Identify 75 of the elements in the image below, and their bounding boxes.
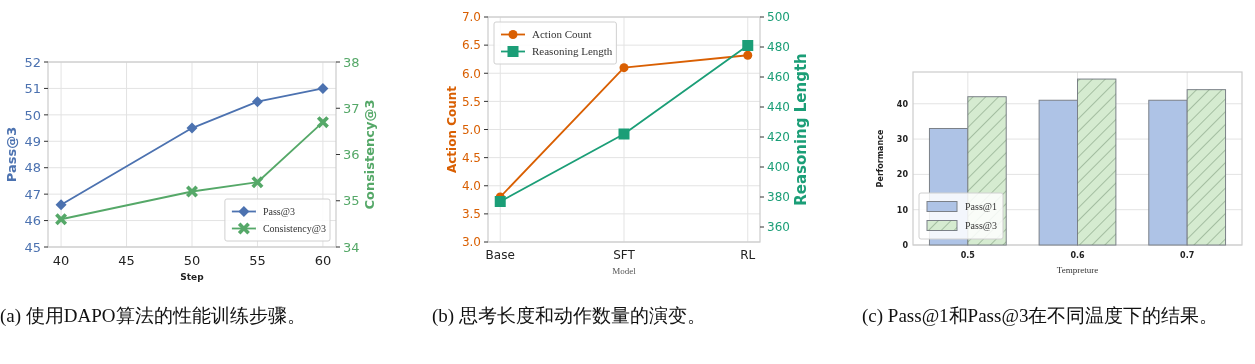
y-tick-label: 47 <box>24 186 41 202</box>
y-tick-label: 30 <box>896 134 909 144</box>
text: (b) 思考长度和动作数量的演变。 <box>432 304 707 328</box>
point <box>743 50 753 60</box>
y-axis-title: Action Count <box>445 85 459 174</box>
x-tick-label: SFT <box>613 248 636 262</box>
point <box>316 116 329 129</box>
y2-tick-label: 35 <box>343 193 360 209</box>
text: (a) 使用DAPO算法的性能训练步骤。 <box>0 304 307 328</box>
y-tick-label: 51 <box>24 81 41 97</box>
y2-tick-label: 360 <box>767 220 790 235</box>
legend-label: Pass@1 <box>965 201 997 212</box>
x-tick-label: Base <box>485 248 515 262</box>
y2-tick-label: 400 <box>767 160 790 175</box>
y2-axis-title: Reasoning Length <box>792 53 810 206</box>
y-tick-label: 20 <box>896 170 909 180</box>
x-tick-label: 55 <box>249 253 266 268</box>
point <box>186 185 198 198</box>
y2-axis-title: Consistency@3 <box>362 99 377 210</box>
point <box>251 176 264 189</box>
legend-label: Pass@3 <box>262 206 295 217</box>
y-axis-title: Pass@3 <box>4 126 19 183</box>
y-tick-label: 6.5 <box>461 38 481 53</box>
x-tick-label: 50 <box>183 253 201 268</box>
y-tick-label: 52 <box>24 54 41 70</box>
y2-tick-label: 420 <box>767 130 790 145</box>
x-tick-label: RL <box>740 248 756 262</box>
y-tick-label: 5.5 <box>461 94 481 109</box>
y-tick-label: 3.5 <box>461 207 481 222</box>
y2-tick-label: 38 <box>343 54 360 70</box>
x-tick-label: 60 <box>314 253 332 268</box>
legend-label: Reasoning Length <box>532 45 613 58</box>
y-tick-label: 0 <box>902 240 909 250</box>
y2-tick-label: 380 <box>767 190 790 205</box>
y-axis-title: Performance <box>876 129 885 188</box>
point <box>55 213 68 226</box>
y-tick-label: 50 <box>24 107 41 123</box>
y-tick-label: 48 <box>24 160 41 176</box>
y2-tick-label: 34 <box>343 239 360 255</box>
x-tick-label: 40 <box>52 253 70 268</box>
point <box>742 40 754 51</box>
y-tick-label: 7.0 <box>461 10 481 25</box>
y2-tick-label: 37 <box>343 100 360 116</box>
y-tick-label: 40 <box>896 99 909 109</box>
y2-tick-label: 36 <box>343 147 360 163</box>
x-axis-title: Tempreture <box>1056 265 1099 275</box>
y2-tick-label: 480 <box>767 40 790 55</box>
y-tick-label: 10 <box>896 205 909 215</box>
point <box>317 82 329 94</box>
y2-tick-label: 460 <box>767 70 790 85</box>
point <box>55 199 67 211</box>
y-tick-label: 49 <box>24 133 41 149</box>
y-tick-label: 4.0 <box>461 179 481 194</box>
legend-label: Pass@3 <box>965 220 997 231</box>
legend-label: Consistency@3 <box>262 223 326 234</box>
x-axis-title: Model <box>612 266 637 276</box>
y2-tick-label: 440 <box>767 100 790 115</box>
y2-tick-label: 500 <box>767 10 790 25</box>
point <box>251 96 263 108</box>
point <box>186 122 198 134</box>
legend-label: Action Count <box>532 28 592 41</box>
y-tick-label: 6.0 <box>461 66 481 81</box>
y-tick-label: 4.5 <box>461 150 481 165</box>
x-tick-label: 0.7 <box>1180 251 1195 260</box>
text: (c) Pass@1和Pass@3在不同温度下的结果。 <box>862 304 1220 328</box>
point <box>494 196 506 207</box>
x-axis-title: Step <box>180 272 205 282</box>
x-tick-label: 0.6 <box>1070 251 1086 260</box>
y-tick-label: 3.0 <box>461 235 481 250</box>
point <box>619 63 629 73</box>
y-tick-label: 46 <box>24 213 41 229</box>
x-tick-label: 45 <box>118 253 135 268</box>
x-tick-label: 0.5 <box>960 251 976 260</box>
y-tick-label: 5.0 <box>461 122 481 137</box>
point <box>618 128 630 140</box>
